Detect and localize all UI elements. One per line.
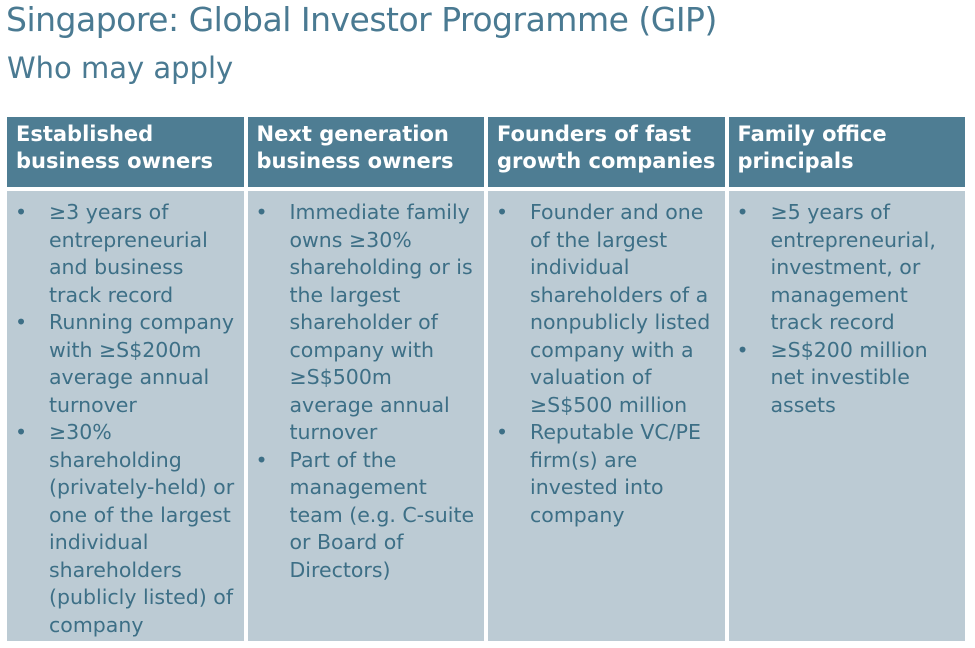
list-item: • ≥3 years of entrepreneurial and busines…	[13, 199, 240, 309]
list-item-text: Reputable VC/PE firm(s) are invested int…	[530, 420, 701, 527]
column-header-established-business-owners: Established business owners	[7, 117, 244, 187]
list-item-text: ≥5 years of entrepreneurial, investment,…	[770, 200, 936, 334]
list-item-text: Founder and one of the largest individua…	[530, 200, 711, 417]
list-item-text: Immediate family owns ≥30% shareholding …	[289, 200, 473, 444]
bullet-icon: •	[15, 420, 28, 444]
column-header-next-generation-business-owners: Next generation business owners	[247, 117, 484, 187]
list-item: • Part of the management team (e.g. C-sui…	[254, 447, 481, 585]
column-header-family-office-principals: Family office principals	[728, 117, 965, 187]
list-item: • Immediate family owns ≥30% shareholding…	[254, 199, 481, 447]
bullet-icon: •	[255, 447, 268, 472]
eligibility-table: Established business owners Next generat…	[7, 117, 965, 641]
bullet-icon: •	[15, 200, 28, 224]
column-body-established-business-owners: • ≥3 years of entrepreneurial and busines…	[7, 191, 244, 641]
criteria-list: • Founder and one of the largest individu…	[494, 199, 721, 529]
list-item-text: ≥S$200 million net investible assets	[770, 337, 928, 417]
criteria-list: • Immediate family owns ≥30% shareholding…	[254, 199, 481, 584]
bullet-icon: •	[15, 310, 28, 334]
list-item-text: Part of the management team (e.g. C-suit…	[289, 447, 475, 582]
list-item: • Running company with ≥S$200m average an…	[13, 309, 240, 419]
list-item: • Reputable VC/PE firm(s) are invested in…	[494, 419, 721, 529]
column-header-founders-fast-growth: Founders of fast growth companies	[488, 117, 725, 187]
list-item: • Founder and one of the largest individu…	[494, 199, 721, 419]
page-title: Singapore: Global Investor Programme (GI…	[6, 0, 717, 39]
bullet-icon: •	[496, 420, 509, 444]
list-item: • ≥5 years of entrepreneurial, investment…	[735, 199, 962, 337]
column-body-family-office-principals: • ≥5 years of entrepreneurial, investment…	[728, 191, 965, 641]
list-item: • ≥30% shareholding (privately-held) or o…	[13, 419, 240, 639]
list-item: • ≥S$200 million net investible assets	[735, 337, 962, 420]
bullet-icon: •	[496, 200, 509, 224]
page-subtitle: Who may apply	[7, 51, 234, 85]
bullet-icon: •	[255, 200, 268, 224]
list-item-text: Running company with ≥S$200m average ann…	[49, 310, 235, 417]
bullet-icon: •	[736, 200, 749, 224]
list-item-text: ≥30% shareholding (privately-held) or on…	[49, 420, 235, 637]
column-body-next-generation-business-owners: • Immediate family owns ≥30% shareholding…	[247, 191, 484, 641]
criteria-list: • ≥3 years of entrepreneurial and busines…	[13, 199, 240, 639]
bullet-icon: •	[736, 337, 749, 362]
list-item-text: ≥3 years of entrepreneurial and business…	[49, 200, 208, 307]
criteria-list: • ≥5 years of entrepreneurial, investment…	[735, 199, 962, 419]
column-body-founders-fast-growth: • Founder and one of the largest individu…	[488, 191, 725, 641]
